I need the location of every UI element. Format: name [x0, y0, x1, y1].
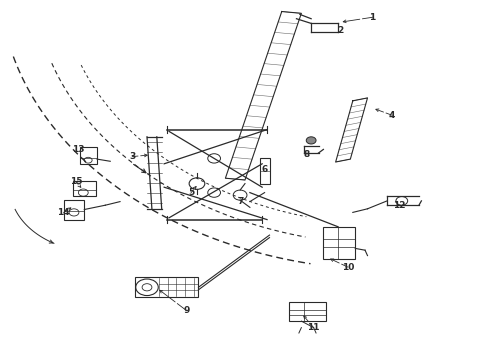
Text: 8: 8: [303, 150, 309, 159]
Text: 13: 13: [72, 145, 85, 154]
Bar: [73, 181, 96, 196]
Text: 14: 14: [57, 208, 70, 217]
Circle shape: [306, 137, 316, 144]
Text: 3: 3: [129, 152, 135, 161]
Bar: [135, 277, 198, 297]
Text: 7: 7: [237, 197, 244, 206]
Text: 15: 15: [70, 177, 82, 186]
Bar: [289, 302, 326, 321]
Text: 5: 5: [188, 188, 194, 197]
Bar: [323, 227, 355, 259]
Bar: [260, 158, 270, 184]
Text: 11: 11: [307, 323, 320, 332]
Text: 12: 12: [393, 201, 406, 210]
Text: 4: 4: [389, 111, 395, 120]
Text: 9: 9: [183, 306, 190, 315]
Bar: [64, 200, 84, 220]
Bar: [80, 147, 97, 164]
Text: 1: 1: [369, 13, 375, 22]
Text: 6: 6: [262, 165, 268, 174]
Text: 2: 2: [338, 26, 343, 35]
Text: 10: 10: [342, 263, 354, 271]
